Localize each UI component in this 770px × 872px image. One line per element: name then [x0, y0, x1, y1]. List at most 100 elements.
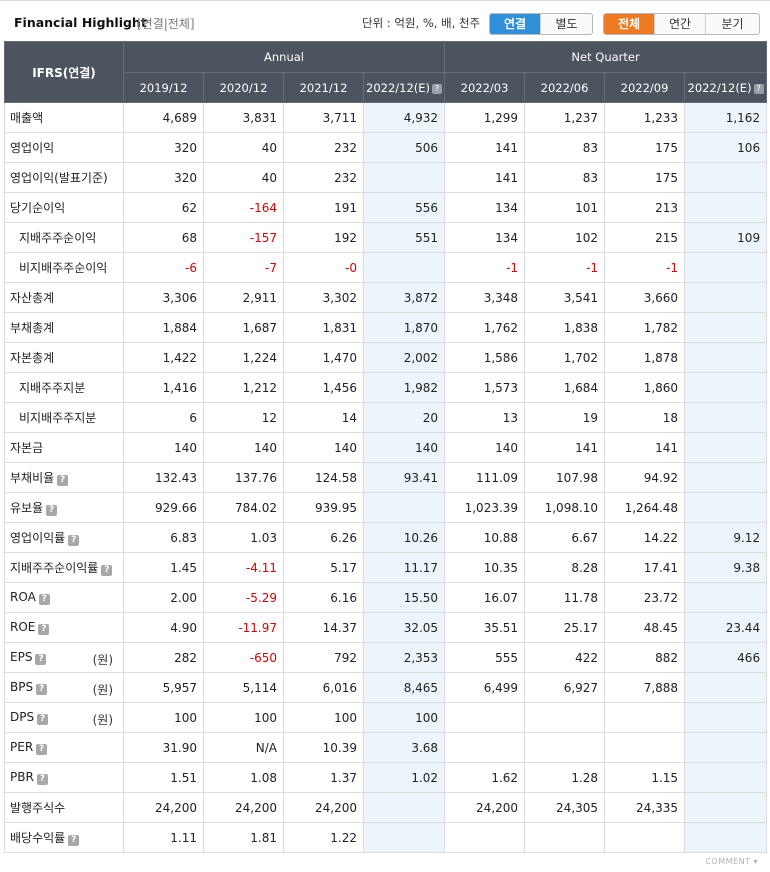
table-row: BPS? (원) 5,957 5,114 6,016 8,465 6,499 6,927 7,8… — [4, 672, 768, 703]
period-tab-annual[interactable]: 연간 — [655, 14, 706, 34]
value-cell — [684, 342, 768, 373]
value-cell — [684, 312, 768, 343]
value-cell: 48.45 — [604, 612, 686, 643]
value-cell: 6.16 — [283, 582, 364, 613]
table-row: PBR? 1.51 1.08 1.37 1.02 1.62 1.28 1.15 — [4, 762, 768, 793]
row-label-cell: 자본총계 — [4, 342, 124, 373]
value-cell: 68 — [123, 222, 204, 253]
value-cell: 175 — [604, 162, 686, 193]
column-header: 2021/12 — [283, 72, 364, 103]
value-cell: -7 — [203, 252, 284, 283]
table-row: 영업이익률? 6.83 1.03 6.26 10.26 10.88 6.67 14.22 9.1… — [4, 522, 768, 553]
value-cell: 10.88 — [444, 522, 526, 553]
value-cell: 102 — [524, 222, 606, 253]
help-icon[interactable]: ? — [68, 835, 80, 846]
row-label: 영업이익 — [10, 141, 55, 155]
row-label-cell: 영업이익(발표기준) — [4, 162, 124, 193]
value-cell: 140 — [362, 432, 446, 463]
estimate-help-icon[interactable]: ? — [432, 83, 443, 94]
help-icon[interactable]: ? — [101, 565, 113, 576]
value-cell: 1.81 — [203, 822, 284, 853]
value-cell: -4.11 — [203, 552, 284, 583]
value-cell: 6,927 — [524, 672, 606, 703]
row-label: 비지배주주지분 — [19, 411, 97, 425]
help-icon[interactable]: ? — [46, 505, 58, 516]
value-cell: 1.62 — [444, 762, 526, 793]
value-cell: 5.17 — [283, 552, 364, 583]
help-icon[interactable]: ? — [38, 594, 50, 605]
value-cell — [604, 822, 686, 853]
row-label-cell: ROE? — [4, 612, 124, 643]
help-icon[interactable]: ? — [38, 624, 50, 635]
row-label: PBR — [10, 770, 34, 784]
value-cell — [684, 762, 768, 793]
column-header-label: 2022/12(E) — [366, 80, 431, 95]
value-cell: 784.02 — [203, 492, 284, 523]
value-cell: -5.29 — [203, 582, 284, 613]
value-cell: 1,782 — [604, 312, 686, 343]
value-cell: 4.90 — [123, 612, 204, 643]
row-label-cell: 부채총계 — [4, 312, 124, 343]
value-cell: 100 — [283, 702, 364, 733]
value-cell: 1,224 — [203, 342, 284, 373]
value-cell: 10.35 — [444, 552, 526, 583]
value-cell — [684, 582, 768, 613]
value-cell: 1,456 — [283, 372, 364, 403]
value-cell: 141 — [524, 432, 606, 463]
value-cell: 3,306 — [123, 282, 204, 313]
value-cell: 6.26 — [283, 522, 364, 553]
help-icon[interactable]: ? — [36, 774, 48, 785]
scope-tab-separate[interactable]: 별도 — [555, 17, 578, 31]
value-cell: 140 — [203, 432, 284, 463]
column-header[interactable]: 2022/12(E)? — [684, 72, 768, 103]
value-cell: 1,762 — [444, 312, 526, 343]
value-cell — [444, 702, 526, 733]
table-row: PER? 31.90 N/A 10.39 3.68 — [4, 732, 768, 763]
column-header-label: 2019/12 — [139, 80, 188, 95]
value-cell: 31.90 — [123, 732, 204, 763]
value-cell: 8,465 — [362, 672, 446, 703]
period-tab-quarter[interactable]: 분기 — [721, 17, 744, 31]
row-label: BPS — [10, 680, 34, 694]
row-label: 유보율 — [10, 501, 44, 515]
row-label-cell: 배당수익률? — [4, 822, 124, 853]
table-row: 비지배주주지분 6 12 14 20 13 19 18 — [4, 402, 768, 433]
row-label: 지배주주순이익률 — [10, 561, 99, 575]
scope-tab-consolidated[interactable]: 연결 — [490, 14, 541, 34]
value-cell: 3,541 — [524, 282, 606, 313]
value-cell: 11.17 — [362, 552, 446, 583]
row-label: DPS — [10, 710, 35, 724]
value-cell: 7,888 — [604, 672, 686, 703]
value-cell: 1.51 — [123, 762, 204, 793]
value-cell: 6.83 — [123, 522, 204, 553]
table-row: 자산총계 3,306 2,911 3,302 3,872 3,348 3,541 3,660 — [4, 282, 768, 313]
value-cell: 94.92 — [604, 462, 686, 493]
period-tab-all[interactable]: 전체 — [604, 14, 655, 34]
help-icon[interactable]: ? — [68, 535, 80, 546]
corner-label: IFRS(연결) — [4, 41, 124, 103]
value-cell — [604, 732, 686, 763]
comment-toggle[interactable]: COMMENT ▾ — [705, 857, 758, 866]
value-cell: -0 — [283, 252, 364, 283]
value-cell: 109 — [684, 222, 768, 253]
table-row: 발행주식수 24,200 24,200 24,200 24,200 24,305 24,33… — [4, 792, 768, 823]
value-cell: 2,353 — [362, 642, 446, 673]
value-cell — [444, 732, 526, 763]
column-header-label: 2020/12 — [219, 80, 268, 95]
estimate-help-icon[interactable]: ? — [753, 83, 764, 94]
help-icon[interactable]: ? — [35, 654, 47, 665]
value-cell: 16.07 — [444, 582, 526, 613]
value-cell: 1.08 — [203, 762, 284, 793]
value-cell: 191 — [283, 192, 364, 223]
help-icon[interactable]: ? — [57, 475, 69, 486]
value-cell: 792 — [283, 642, 364, 673]
help-icon[interactable]: ? — [37, 714, 49, 725]
value-cell: 124.58 — [283, 462, 364, 493]
value-cell: 215 — [604, 222, 686, 253]
row-label: 부채비율 — [10, 471, 55, 485]
help-icon[interactable]: ? — [36, 744, 48, 755]
help-icon[interactable]: ? — [36, 684, 48, 695]
value-cell: 23.72 — [604, 582, 686, 613]
value-cell: 1.22 — [283, 822, 364, 853]
column-header[interactable]: 2022/12(E)? — [362, 72, 446, 103]
